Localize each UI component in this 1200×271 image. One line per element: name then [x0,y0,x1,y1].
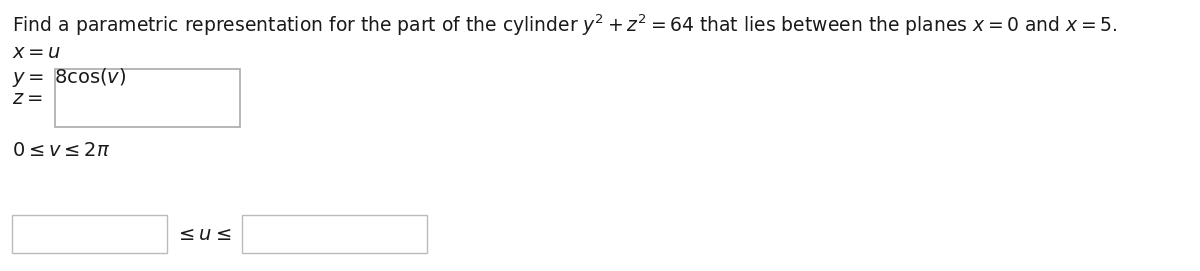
Bar [242,215,427,253]
Text: $\leq u \leq$: $\leq u \leq$ [175,224,232,244]
Bar [12,215,167,253]
Text: $z =$: $z =$ [12,89,42,108]
Text: $y = $ 8cos($v$): $y = $ 8cos($v$) [12,66,126,89]
Bar [55,69,240,127]
Text: Find a parametric representation for the part of the cylinder $y^2 + z^2 = 64$ t: Find a parametric representation for the… [12,13,1117,38]
Text: $x = u$: $x = u$ [12,43,61,62]
Text: $0 \leq v \leq 2\pi$: $0 \leq v \leq 2\pi$ [12,141,110,160]
